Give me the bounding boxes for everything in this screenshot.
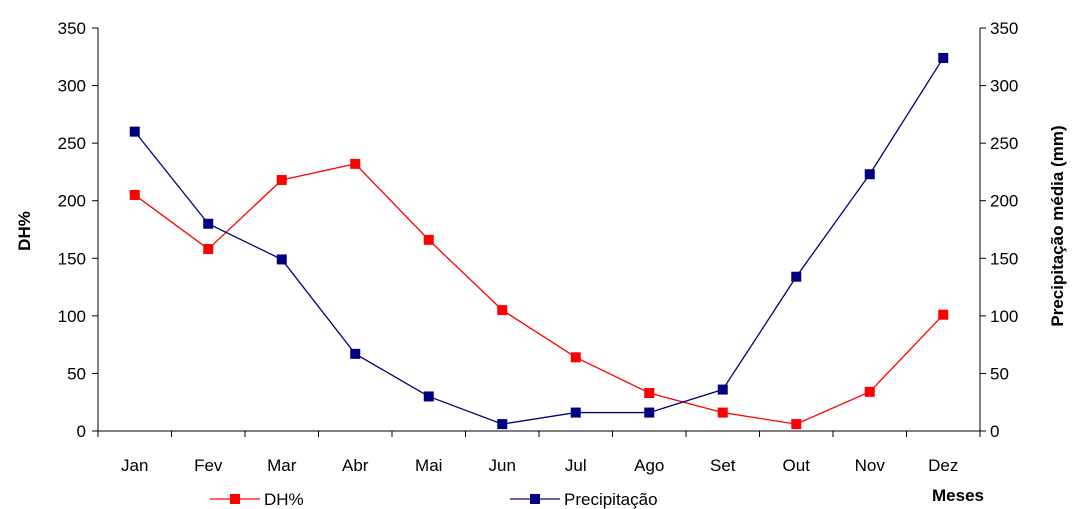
y-tick-label: 100 [58,307,86,326]
x-tick-label: Ago [634,456,664,475]
y-tick-label: 300 [58,77,86,96]
legend-label-1: Precipitação [564,490,658,509]
legend-label-0: DH% [264,490,304,509]
y-tick-label: 150 [58,249,86,268]
data-point [644,388,655,399]
series-line-1 [134,57,944,425]
x-tick-label: Dez [928,456,958,475]
data-point [350,348,361,359]
x-tick-label: Mai [415,456,442,475]
x-tick-label: Set [710,456,736,475]
data-point [717,407,728,418]
y2-tick-label: 100 [990,307,1018,326]
data-point [864,169,875,180]
y2-tick-label: 250 [990,134,1018,153]
y2-tick-label: 150 [990,249,1018,268]
x-tick-label: Jan [121,456,148,475]
y2-tick-label: 300 [990,77,1018,96]
y-axis-title: DH% [15,211,34,251]
y2-axis-title: Precipitação média (mm) [1048,125,1067,326]
x-tick-label: Jun [489,456,516,475]
y-tick-label: 250 [58,134,86,153]
x-tick-label: Jul [565,456,587,475]
data-point [644,407,655,418]
data-point [791,419,802,430]
x-tick-label: Nov [855,456,886,475]
data-point [423,391,434,402]
data-point [938,309,949,320]
axes: 0 0 50 50 100 100 150 150 200 200 250 250 300 300 350 3… [58,19,1019,475]
x-tick-label: Out [783,456,811,475]
y-tick-label: 200 [58,192,86,211]
data-point [938,52,949,63]
data-point [864,386,875,397]
y2-tick-label: 0 [990,422,999,441]
data-point [423,234,434,245]
legend-marker-1 [530,494,540,504]
data-point [203,218,214,229]
y2-tick-label: 50 [990,364,1009,383]
x-tick-label: Mar [267,456,297,475]
data-point [791,271,802,282]
data-point [497,305,508,316]
data-point [350,158,361,169]
data-point [497,419,508,430]
data-point [570,407,581,418]
y-tick-label: 50 [67,364,86,383]
series-line-0 [134,163,944,425]
series-layer [129,52,949,430]
data-point [570,352,581,363]
data-point [129,189,140,200]
data-point [203,244,214,255]
data-point [129,126,140,137]
x-axis-title: Meses [932,486,984,505]
x-tick-label: Fev [194,456,223,475]
y-tick-label: 0 [77,422,86,441]
data-point [276,254,287,265]
data-point [717,384,728,395]
y2-tick-label: 200 [990,192,1018,211]
x-tick-label: Abr [342,456,369,475]
data-point [276,174,287,185]
legend-marker-0 [230,494,240,504]
legend: DH% Precipitação [210,490,658,509]
y-tick-label: 350 [58,19,86,38]
y2-tick-label: 350 [990,19,1018,38]
